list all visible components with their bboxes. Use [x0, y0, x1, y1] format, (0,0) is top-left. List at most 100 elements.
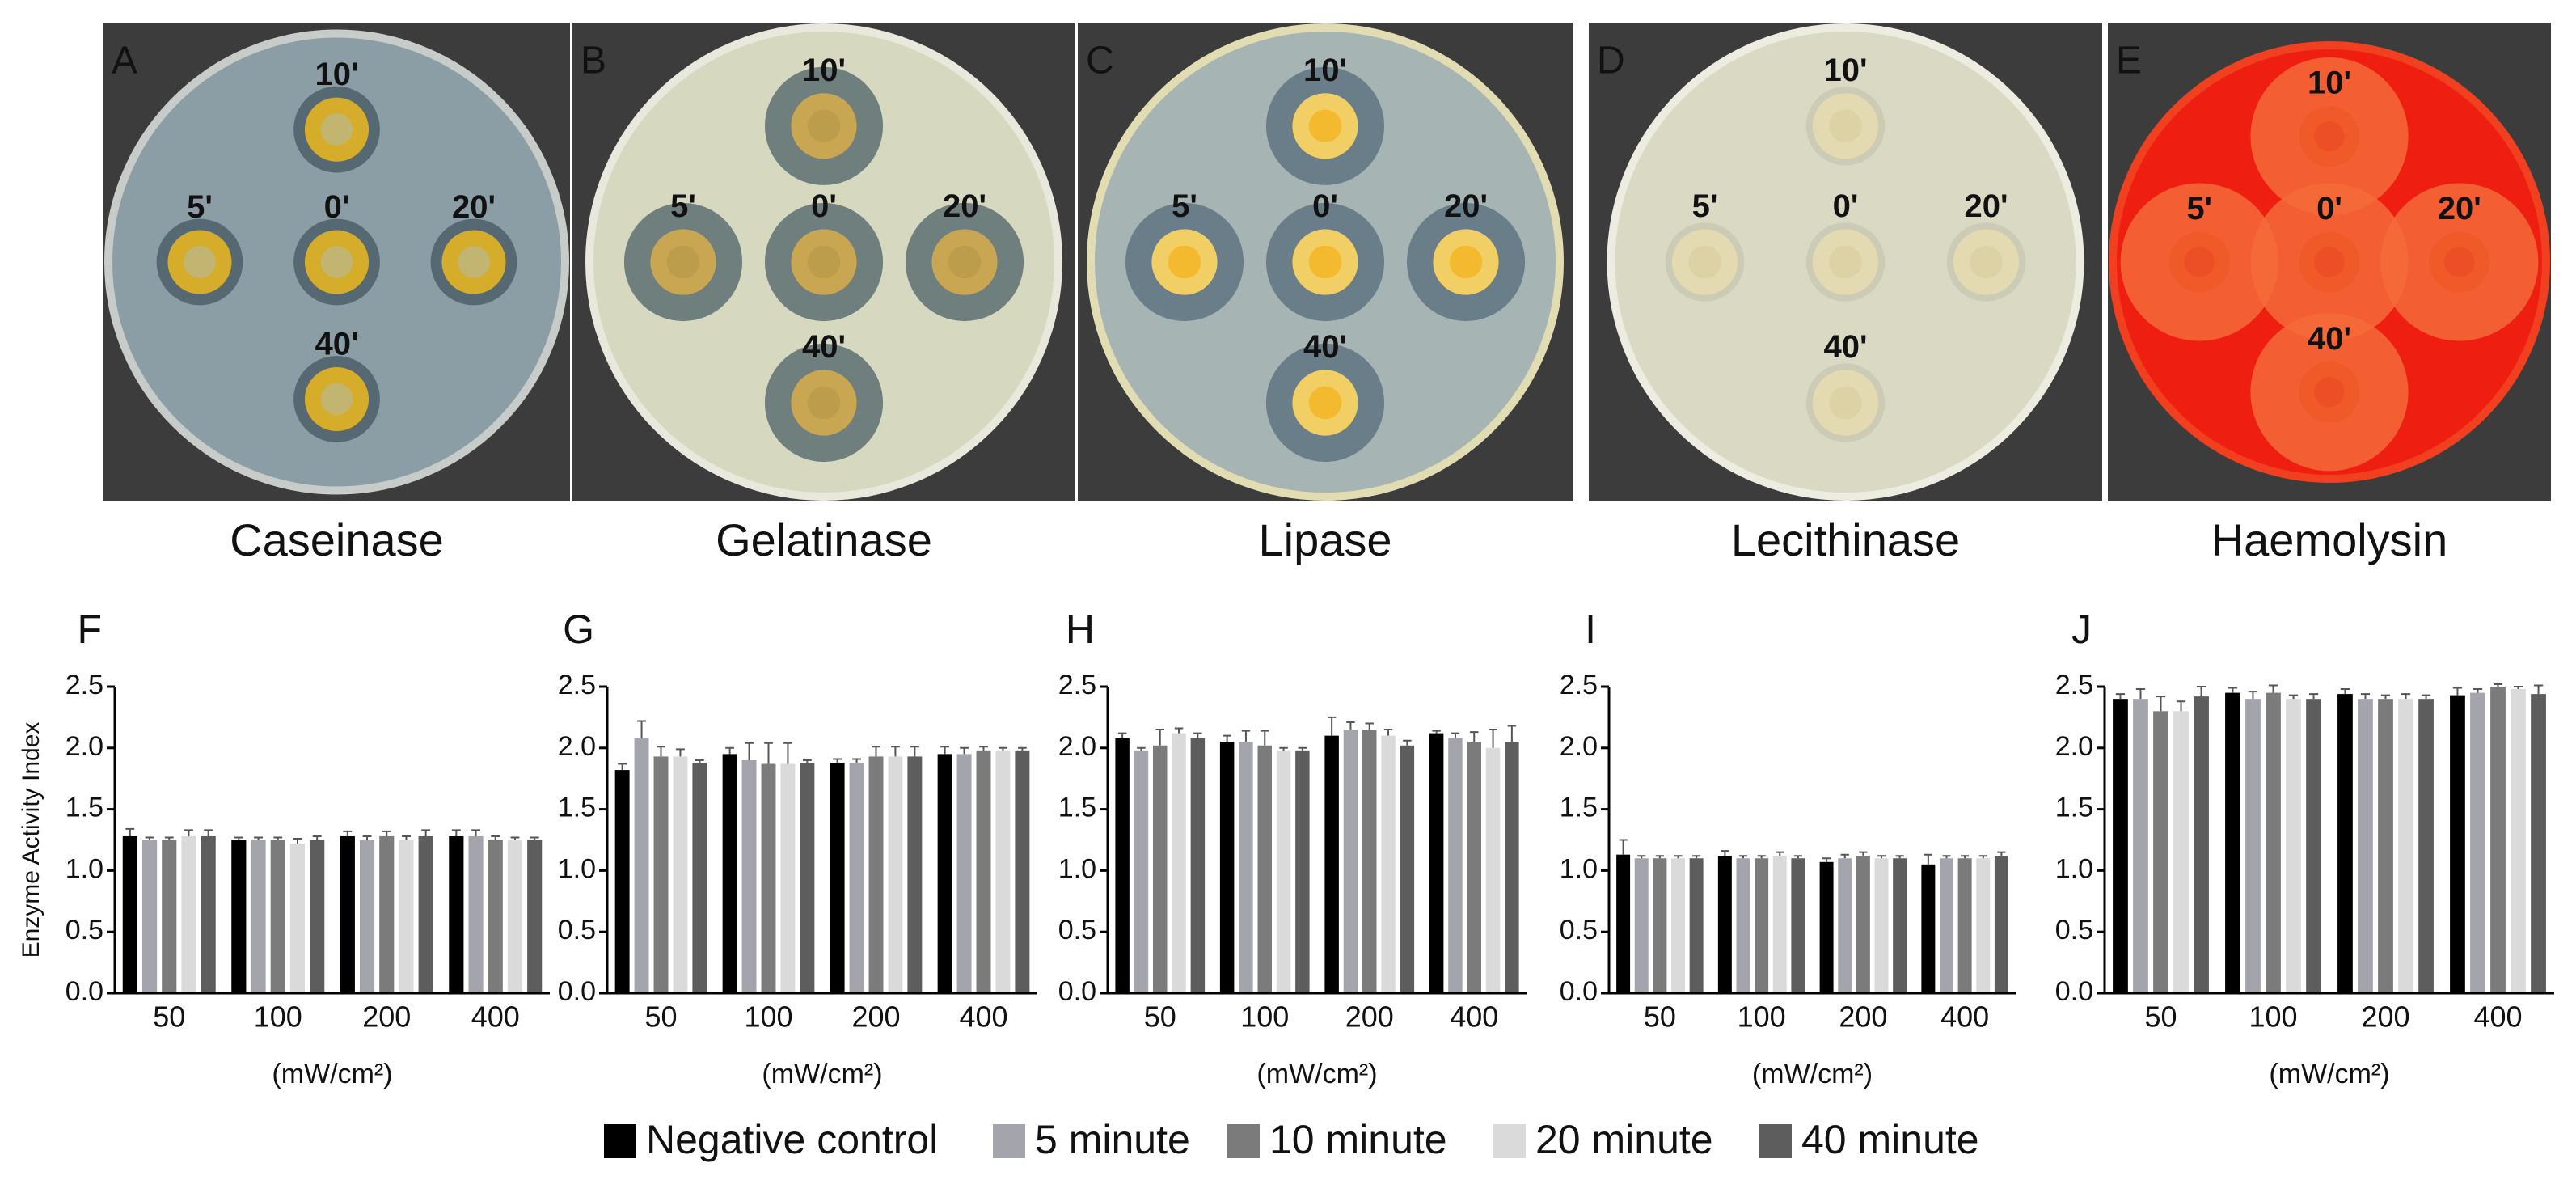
error-bar	[618, 763, 627, 771]
x-tick-label: 50	[2144, 1000, 2177, 1034]
bar	[1505, 742, 1519, 993]
bar	[2378, 699, 2393, 993]
y-tick-label: 1.0	[65, 853, 103, 884]
x-tick-label: 200	[362, 1000, 411, 1034]
error-bar	[979, 746, 988, 751]
error-bar	[1365, 722, 1374, 730]
legend-swatch	[1227, 1124, 1260, 1158]
bar	[614, 770, 630, 993]
bar	[1976, 858, 1991, 993]
panel-label: C	[1086, 40, 1114, 82]
x-axis-label: (mW/cm²)	[1256, 1059, 1377, 1089]
error-bar	[1721, 850, 1729, 856]
error-bar	[1155, 729, 1164, 746]
spot-center	[948, 245, 982, 279]
spot-center	[807, 386, 841, 420]
y-tick-label: 2.0	[65, 731, 103, 762]
spot-label: 40'	[2308, 321, 2351, 357]
x-tick-label: 100	[744, 1000, 792, 1034]
spot-center	[1829, 245, 1862, 279]
spot-label: 20'	[452, 189, 496, 225]
legend-label: 10 minute	[1269, 1117, 1447, 1162]
spot-label: 40'	[1303, 329, 1347, 365]
bar	[800, 762, 815, 993]
bar	[673, 756, 688, 993]
chart-label: I	[1585, 607, 1596, 652]
x-axis-label: (mW/cm²)	[272, 1059, 392, 1089]
error-bar	[1017, 746, 1027, 751]
bar	[634, 738, 649, 993]
bar	[1153, 745, 1168, 993]
error-bar	[184, 829, 193, 836]
y-tick-label: 0.5	[558, 915, 596, 945]
bar	[2358, 699, 2373, 993]
spot-center	[2314, 121, 2345, 152]
x-tick-label: 200	[1839, 1000, 1887, 1034]
legend-label: 20 minute	[1535, 1117, 1713, 1162]
error-bar	[293, 837, 302, 844]
y-tick-label: 2.0	[1058, 731, 1096, 762]
x-tick-label: 100	[254, 1000, 302, 1034]
bar	[1791, 858, 1805, 993]
bar	[2398, 699, 2413, 993]
bar	[122, 835, 137, 993]
error-bar	[1859, 851, 1868, 856]
error-bar	[451, 829, 461, 836]
error-bar	[1298, 746, 1307, 751]
x-tick-label: 100	[1240, 1000, 1289, 1034]
bar	[1190, 738, 1206, 993]
enzyme-name: Caseinase	[230, 514, 444, 565]
error-bar	[1942, 855, 1951, 859]
error-bar	[530, 836, 539, 840]
spot-center	[1308, 109, 1342, 143]
spot-center	[1970, 245, 2003, 279]
spot-label: 10'	[1303, 53, 1347, 88]
bar	[956, 754, 972, 993]
bar	[1856, 856, 1870, 993]
error-bar	[1137, 746, 1146, 751]
spot-center	[2184, 247, 2215, 277]
x-axis-label: (mW/cm²)	[762, 1059, 882, 1089]
y-tick-label: 1.5	[558, 793, 596, 823]
bar	[181, 835, 196, 993]
bar	[1755, 858, 1769, 993]
bar	[1295, 750, 1310, 993]
y-tick-label: 2.5	[558, 670, 596, 700]
error-bar	[1619, 839, 1628, 855]
error-bar	[676, 748, 685, 757]
panel-label: E	[2116, 40, 2142, 82]
y-tick-label: 0.0	[1560, 976, 1598, 1007]
y-tick-label: 0.5	[1058, 915, 1096, 945]
legend-swatch	[1759, 1124, 1792, 1158]
bar	[1324, 735, 1339, 993]
error-bar	[1655, 855, 1664, 859]
bar	[270, 840, 285, 993]
bar	[1717, 856, 1732, 993]
error-bar	[2176, 700, 2186, 712]
bar	[2450, 695, 2465, 993]
y-tick-label: 0.0	[1058, 976, 1096, 1007]
bar	[251, 840, 266, 993]
error-bar	[1776, 851, 1784, 856]
bar	[1172, 733, 1186, 993]
spot-label: 40'	[1823, 329, 1867, 365]
error-bar	[204, 829, 213, 836]
bar	[2286, 699, 2301, 993]
bar	[2225, 692, 2240, 993]
bar	[1015, 750, 1030, 993]
x-tick-label: 200	[851, 1000, 900, 1034]
spot-center	[807, 109, 841, 143]
y-tick-label: 2.5	[65, 670, 103, 700]
y-tick-label: 0.5	[2055, 915, 2093, 945]
error-bar	[382, 830, 391, 836]
error-bar	[2473, 688, 2483, 693]
error-bar	[2308, 693, 2319, 700]
bar	[2133, 699, 2148, 993]
panel-label: A	[112, 40, 137, 82]
y-tick-label: 2.5	[2055, 670, 2093, 700]
error-bar	[1432, 730, 1441, 734]
bar	[340, 835, 355, 993]
spot-center	[1308, 386, 1342, 420]
y-tick-label: 2.0	[2055, 731, 2093, 762]
bar	[1653, 858, 1667, 993]
